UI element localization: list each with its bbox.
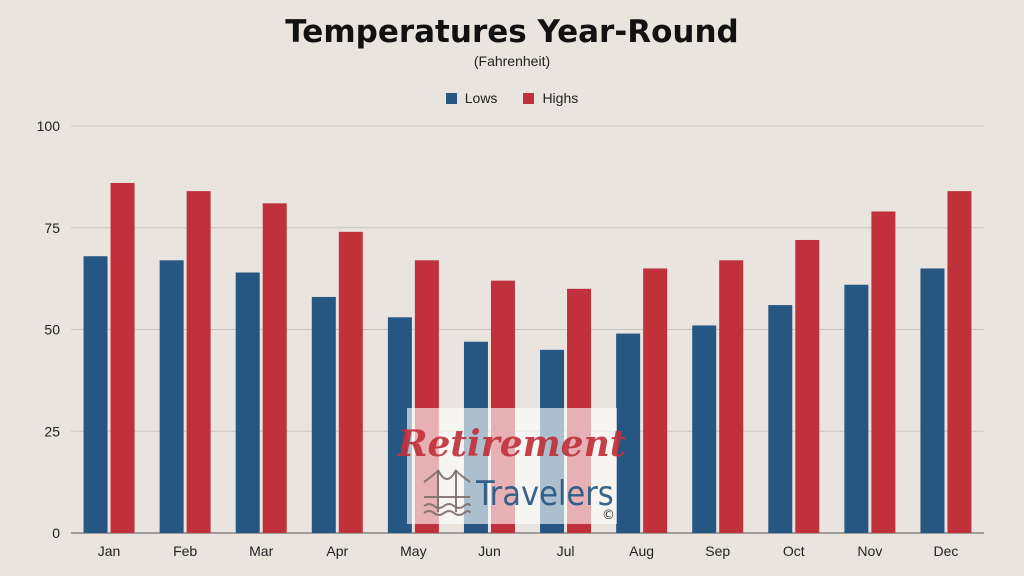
x-tick-label: Mar	[249, 543, 273, 559]
watermark-line1: Retirement	[397, 423, 627, 465]
bar-highs-sep	[719, 260, 744, 533]
legend: Lows Highs	[0, 90, 1024, 106]
x-tick-label: Dec	[934, 543, 959, 559]
y-tick-label: 75	[44, 220, 60, 236]
legend-label-lows: Lows	[464, 90, 498, 106]
bar-highs-mar	[262, 203, 287, 533]
bar-lows-jan	[83, 256, 108, 533]
bar-lows-aug	[616, 333, 641, 533]
y-tick-label: 25	[44, 423, 60, 439]
bar-lows-oct	[768, 305, 793, 533]
chart-title: Temperatures Year-Round	[285, 14, 739, 50]
x-tick-label: Jun	[478, 543, 501, 559]
x-tick-label: Jan	[98, 543, 121, 559]
bar-highs-jan	[110, 182, 135, 534]
retirement-travelers-logo-watermark: Retirement Travelers ©	[397, 408, 627, 524]
legend-item-lows: Lows	[445, 90, 498, 106]
watermark-copyright: ©	[602, 508, 615, 523]
bar-highs-dec	[947, 191, 972, 533]
bar-highs-oct	[795, 239, 820, 533]
legend-item-highs: Highs	[523, 90, 578, 106]
bar-lows-dec	[920, 268, 945, 533]
bar-highs-apr	[338, 231, 363, 533]
y-tick-label: 50	[44, 322, 60, 338]
watermark-line2: Travelers	[475, 474, 614, 514]
bar-lows-apr	[311, 296, 336, 533]
x-tick-label: May	[400, 543, 426, 559]
x-tick-label: Jul	[557, 543, 575, 559]
chart-subtitle: (Fahrenheit)	[473, 53, 551, 69]
legend-swatch-highs	[523, 92, 535, 104]
legend-label-highs: Highs	[542, 90, 579, 106]
legend-swatch-lows	[445, 92, 457, 104]
bar-lows-nov	[844, 284, 869, 533]
bar-lows-mar	[235, 272, 260, 533]
x-tick-label: Feb	[173, 543, 197, 559]
x-tick-label: Nov	[857, 543, 882, 559]
bar-highs-aug	[643, 268, 668, 533]
x-tick-label: Oct	[783, 543, 805, 559]
y-axis-ticks: 0 25 50 75 100	[37, 118, 61, 541]
x-tick-label: Sep	[705, 543, 730, 559]
bridge-icon	[423, 469, 471, 516]
y-tick-label: 100	[37, 118, 61, 134]
y-tick-label: 0	[52, 525, 60, 541]
bar-lows-sep	[692, 325, 717, 533]
x-tick-label: Apr	[326, 543, 348, 559]
x-tick-label: Aug	[629, 543, 654, 559]
x-axis-ticks: Jan Feb Mar Apr May Jun Jul Aug Sep Oct Nov Dec	[98, 543, 959, 559]
bar-highs-feb	[186, 191, 211, 533]
bar-highs-nov	[871, 211, 896, 533]
bar-lows-feb	[159, 260, 184, 533]
